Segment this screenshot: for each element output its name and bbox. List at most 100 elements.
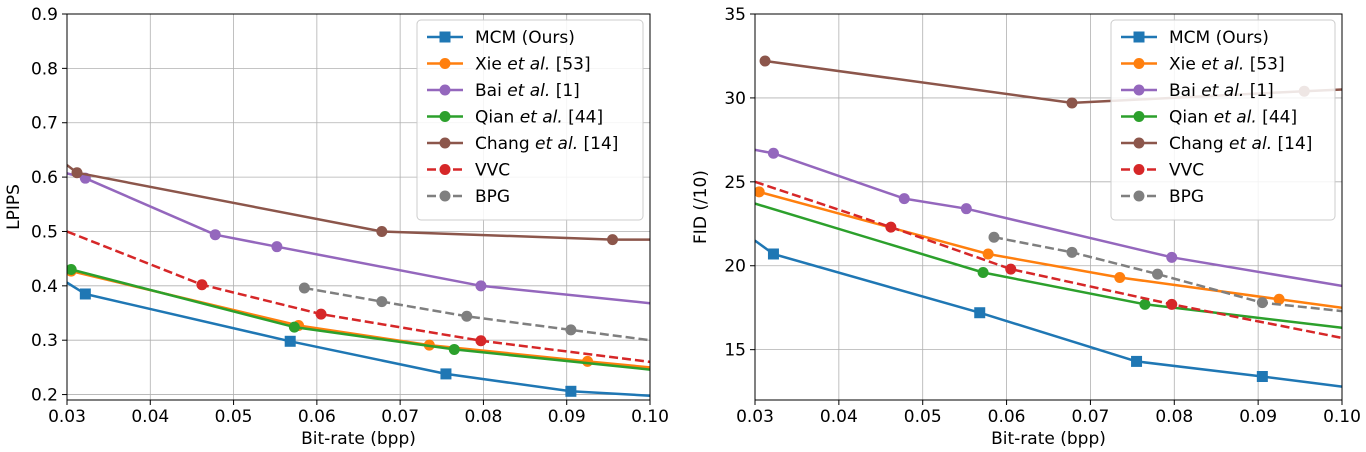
fid-y-axis-label: FID (/10): [691, 170, 711, 244]
fid-legend-label-0: MCM (Ours): [1169, 28, 1269, 48]
fid-point-1-3: [1114, 271, 1126, 283]
lpips-legend-label-prefix-3: Qian: [475, 108, 520, 128]
fid-chart: 0.03 0.04 0.05 0.06 0.07 0.08 0.09 0.10 15 20 25 30…: [691, 5, 1361, 449]
fid-series-line-6: [993, 235, 1342, 313]
lpips-point-0-1: [79, 288, 91, 300]
fid-ytick-label-0: 15: [724, 341, 746, 361]
fid-legend: MCM (Ours) Xie et al. [53] Bai et al. [1] Q…: [1110, 19, 1336, 221]
lpips-point-5-1: [196, 279, 208, 291]
fid-legend-label-italic-4: et al.: [1229, 134, 1272, 154]
lpips-point-4-1: [71, 167, 83, 179]
lpips-point-3-1: [67, 264, 77, 276]
fid-point-2-1: [767, 147, 779, 159]
lpips-series-line-0: [67, 281, 650, 397]
fid-series-line-0: [755, 239, 1342, 388]
lpips-legend-marker-0: [439, 31, 451, 43]
lpips-legend-marker-1: [439, 58, 451, 69]
fid-series-line-3: [755, 202, 1342, 330]
fid-legend-label-3: Qian et al. [44]: [1169, 108, 1297, 128]
fid-point-6-0: [988, 231, 1000, 243]
lpips-point-4-3: [607, 234, 619, 246]
fid-legend-label-prefix-5: VVC: [1169, 161, 1204, 181]
fid-legend-label-italic-1: et al.: [1201, 55, 1244, 75]
fid-ytick-label-3: 30: [724, 89, 746, 109]
fid-point-6-2: [1152, 268, 1164, 280]
lpips-ytick-label-4: 0.6: [31, 168, 58, 188]
lpips-legend-label-prefix-5: VVC: [475, 161, 510, 181]
fid-legend-label-2: Bai et al. [1]: [1169, 81, 1274, 101]
lpips-point-3-3: [448, 343, 460, 355]
lpips-legend-marker-5: [439, 164, 451, 175]
lpips-legend-label-italic-4: et al.: [535, 134, 578, 154]
fid-legend-label-prefix-3: Qian: [1169, 108, 1214, 128]
lpips-xtick-label-3: 0.06: [298, 407, 336, 427]
lpips-legend-label-suffix-3: [44]: [563, 108, 603, 128]
fid-xtick-label-5: 0.08: [1155, 407, 1193, 427]
lpips-legend-label-prefix-6: BPG: [475, 187, 510, 207]
lpips-ytick-label-7: 0.9: [31, 5, 58, 25]
lpips-point-2-4: [475, 280, 487, 292]
fid-legend-box: [1110, 19, 1336, 221]
lpips-legend-label-0: MCM (Ours): [475, 28, 575, 48]
lpips-xtick-label-4: 0.07: [381, 407, 419, 427]
lpips-series-line-6: [304, 286, 650, 342]
lpips-legend-label-prefix-1: Xie: [475, 55, 507, 75]
fid-xtick-label-0: 0.03: [736, 407, 774, 427]
lpips-ytick-label-0: 0.2: [31, 386, 58, 406]
lpips-point-6-3: [565, 324, 577, 336]
lpips-point-0-2: [284, 335, 296, 347]
fid-legend-marker-6: [1133, 190, 1145, 202]
fid-point-6-3: [1256, 297, 1268, 309]
lpips-legend-label-6: BPG: [475, 187, 510, 207]
lpips-legend-label-prefix-0: MCM (Ours): [475, 28, 575, 48]
fid-legend-label-6: BPG: [1169, 187, 1204, 207]
lpips-legend-label-5: VVC: [475, 161, 510, 181]
fid-x-axis-label: Bit-rate (bpp): [991, 429, 1106, 449]
fid-legend-label-prefix-6: BPG: [1169, 187, 1204, 207]
fid-point-1-4: [1273, 293, 1285, 305]
lpips-xtick-label-5: 0.08: [464, 407, 502, 427]
lpips-point-0-4: [565, 385, 577, 397]
lpips-point-6-2: [461, 310, 473, 322]
fid-ytick-label-4: 35: [724, 5, 746, 25]
fid-point-0-2: [974, 307, 986, 319]
fid-point-3-1: [977, 266, 989, 278]
fid-legend-marker-4: [1133, 137, 1145, 149]
lpips-legend-label-4: Chang et al. [14]: [475, 134, 618, 154]
fid-legend-label-italic-2: et al.: [1201, 81, 1244, 101]
fid-series: [755, 55, 1342, 388]
lpips-point-5-2: [315, 308, 327, 320]
lpips-legend-marker-4: [439, 137, 451, 149]
fid-legend-label-suffix-2: [1]: [1244, 81, 1273, 101]
fid-legend-label-italic-3: et al.: [1214, 108, 1257, 128]
lpips-point-2-2: [209, 229, 221, 241]
fid-ytick-label-2: 25: [724, 173, 746, 193]
lpips-legend-label-italic-3: et al.: [520, 108, 563, 128]
lpips-legend-label-3: Qian et al. [44]: [475, 108, 603, 128]
fid-legend-label-prefix-0: MCM (Ours): [1169, 28, 1269, 48]
fid-xtick-label-6: 0.09: [1239, 407, 1277, 427]
fid-point-1-1: [755, 186, 765, 198]
lpips-legend-marker-2: [439, 84, 451, 96]
lpips-legend-label-prefix-4: Chang: [475, 134, 535, 154]
lpips-ytick-label-5: 0.7: [31, 114, 58, 134]
lpips-ytick-label-1: 0.3: [31, 331, 58, 351]
lpips-point-6-1: [376, 296, 388, 308]
fid-point-0-1: [767, 248, 779, 260]
lpips-xtick-label-7: 0.10: [631, 407, 669, 427]
lpips-ytick-label-3: 0.5: [31, 222, 58, 242]
lpips-point-5-3: [475, 335, 487, 347]
lpips-legend-label-prefix-2: Bai: [475, 81, 507, 101]
fid-legend-label-5: VVC: [1169, 161, 1204, 181]
lpips-series-line-1: [67, 268, 650, 369]
lpips-legend-label-italic-1: et al.: [507, 55, 550, 75]
lpips-series: [67, 164, 650, 397]
fid-point-4-0: [759, 55, 771, 67]
fid-ytick-label-1: 20: [724, 257, 746, 277]
fid-point-5-3: [1166, 298, 1178, 310]
fid-axes-frame: [754, 13, 1343, 401]
fid-point-0-3: [1131, 355, 1143, 367]
fid-point-2-2: [898, 193, 910, 205]
lpips-legend-label-suffix-4: [14]: [578, 134, 618, 154]
